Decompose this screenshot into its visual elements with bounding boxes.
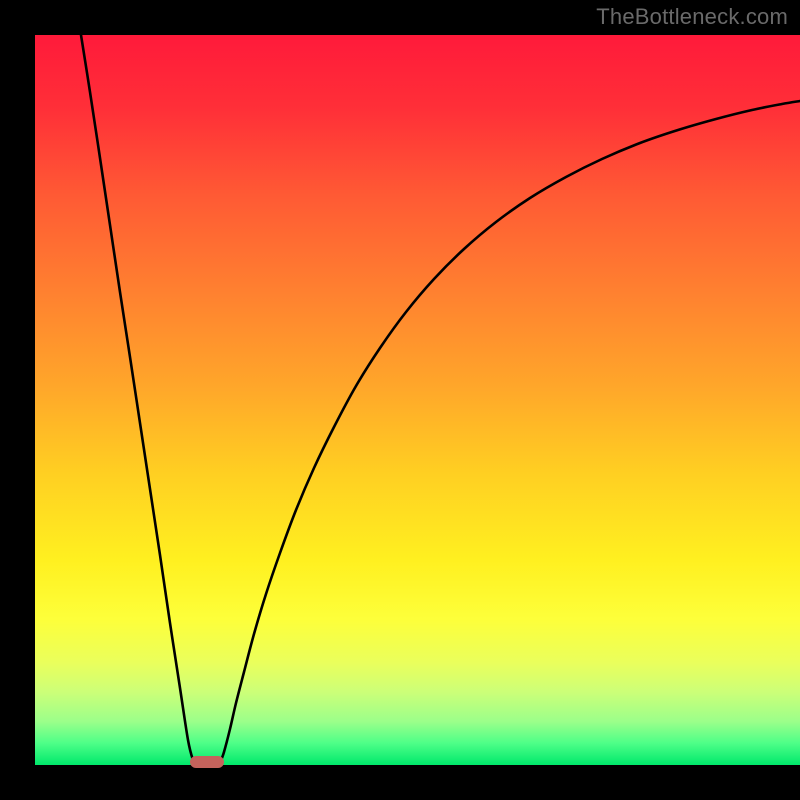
curve-path [81,35,800,765]
watermark-text: TheBottleneck.com [596,4,788,30]
chart-frame: TheBottleneck.com [0,0,800,800]
bottleneck-curve [35,35,800,765]
operating-point-marker [190,756,224,768]
plot-area [35,35,800,765]
